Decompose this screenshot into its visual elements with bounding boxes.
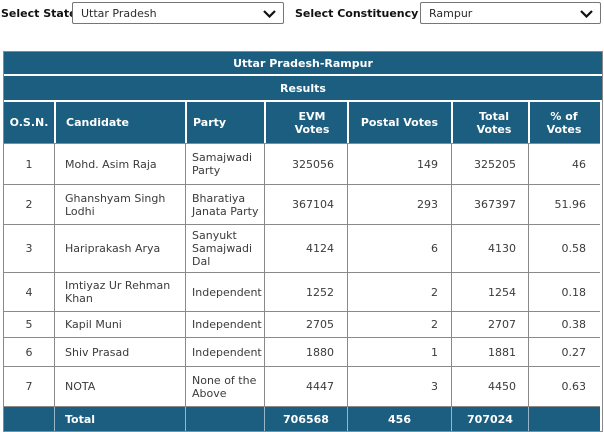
cell-total-votes: 1881 — [451, 338, 528, 367]
cell-pct-votes: 0.63 — [528, 367, 600, 407]
cell-evm-votes: 325056 — [264, 144, 347, 185]
cell-osn: 2 — [4, 185, 54, 225]
cell-osn: 1 — [4, 144, 54, 185]
table-header-row: O.S.N. Candidate Party EVM Votes Postal … — [4, 102, 600, 144]
state-select[interactable]: Uttar Pradesh — [72, 2, 284, 24]
cell-osn: 7 — [4, 367, 54, 407]
cell-osn: 6 — [4, 338, 54, 367]
cell-candidate: Imtiyaz Ur Rehman Khan — [54, 273, 185, 312]
cell-osn: 4 — [4, 273, 54, 312]
cell-total-votes: 4450 — [451, 367, 528, 407]
cell-total-votes: 367397 — [451, 185, 528, 225]
state-select-label: Select State — [1, 7, 77, 20]
cell-total-votes: 4130 — [451, 225, 528, 273]
constituency-select-input[interactable]: Rampur — [420, 2, 601, 24]
cell-candidate: Hariprakash Arya — [54, 225, 185, 273]
cell-evm-votes: 1252 — [264, 273, 347, 312]
cell-party: Independent — [185, 312, 264, 338]
col-header-osn: O.S.N. — [9, 116, 49, 129]
total-total-votes: 707024 — [451, 407, 528, 431]
state-select-input[interactable]: Uttar Pradesh — [72, 2, 284, 24]
cell-postal-votes: 293 — [347, 185, 451, 225]
constituency-select[interactable]: Rampur — [420, 2, 601, 24]
cell-osn: 5 — [4, 312, 54, 338]
cell-pct-votes: 0.38 — [528, 312, 600, 338]
cell-total-votes: 1254 — [451, 273, 528, 312]
cell-candidate: Mohd. Asim Raja — [54, 144, 185, 185]
cell-postal-votes: 3 — [347, 367, 451, 407]
total-pct-cell — [528, 407, 600, 431]
cell-evm-votes: 4447 — [264, 367, 347, 407]
cell-party: Bharatiya Janata Party — [185, 185, 264, 225]
cell-pct-votes: 0.58 — [528, 225, 600, 273]
cell-postal-votes: 2 — [347, 312, 451, 338]
cell-postal-votes: 2 — [347, 273, 451, 312]
cell-party: Independent — [185, 273, 264, 312]
cell-evm-votes: 367104 — [264, 185, 347, 225]
cell-party: Samajwadi Party — [185, 144, 264, 185]
table-title: Uttar Pradesh-Rampur — [4, 52, 602, 76]
col-header-party: Party — [185, 102, 264, 143]
table-row: 5 Kapil Muni Independent 2705 2 2707 0.3… — [4, 312, 600, 338]
total-party-cell — [185, 407, 264, 431]
cell-total-votes: 325205 — [451, 144, 528, 185]
total-osn-cell — [4, 407, 54, 431]
total-postal-votes: 456 — [347, 407, 451, 431]
cell-candidate: Kapil Muni — [54, 312, 185, 338]
cell-pct-votes: 0.27 — [528, 338, 600, 367]
cell-party: Independent — [185, 338, 264, 367]
cell-evm-votes: 1880 — [264, 338, 347, 367]
cell-candidate: NOTA — [54, 367, 185, 407]
table-row: 4 Imtiyaz Ur Rehman Khan Independent 125… — [4, 273, 600, 312]
col-header-postal-votes: Postal Votes — [347, 102, 451, 143]
table-row: 2 Ghanshyam Singh Lodhi Bharatiya Janata… — [4, 185, 600, 225]
table-row: 7 NOTA None of the Above 4447 3 4450 0.6… — [4, 367, 600, 407]
cell-postal-votes: 1 — [347, 338, 451, 367]
cell-pct-votes: 46 — [528, 144, 600, 185]
table-row: 1 Mohd. Asim Raja Samajwadi Party 325056… — [4, 144, 600, 185]
table-subtitle: Results — [4, 76, 602, 102]
cell-osn: 3 — [4, 225, 54, 273]
table-row: 3 Hariprakash Arya Sanyukt Samajwadi Dal… — [4, 225, 600, 273]
cell-evm-votes: 4124 — [264, 225, 347, 273]
col-header-candidate: Candidate — [54, 102, 185, 143]
table-row: 6 Shiv Prasad Independent 1880 1 1881 0.… — [4, 338, 600, 367]
total-label: Total — [54, 407, 185, 431]
cell-pct-votes: 0.18 — [528, 273, 600, 312]
cell-party: None of the Above — [185, 367, 264, 407]
cell-postal-votes: 6 — [347, 225, 451, 273]
table-total-row: Total 706568 456 707024 — [4, 407, 600, 431]
total-evm-votes: 706568 — [264, 407, 347, 431]
cell-candidate: Shiv Prasad — [54, 338, 185, 367]
cell-candidate: Ghanshyam Singh Lodhi — [54, 185, 185, 225]
col-header-evm-votes: EVM Votes — [264, 102, 347, 143]
cell-postal-votes: 149 — [347, 144, 451, 185]
cell-evm-votes: 2705 — [264, 312, 347, 338]
cell-total-votes: 2707 — [451, 312, 528, 338]
col-header-pct-votes: % of Votes — [528, 102, 600, 143]
results-table: Uttar Pradesh-Rampur Results O.S.N. Cand… — [3, 51, 603, 432]
cell-party: Sanyukt Samajwadi Dal — [185, 225, 264, 273]
constituency-select-label: Select Constituency — [295, 7, 419, 20]
cell-pct-votes: 51.96 — [528, 185, 600, 225]
col-header-total-votes: Total Votes — [451, 102, 528, 143]
